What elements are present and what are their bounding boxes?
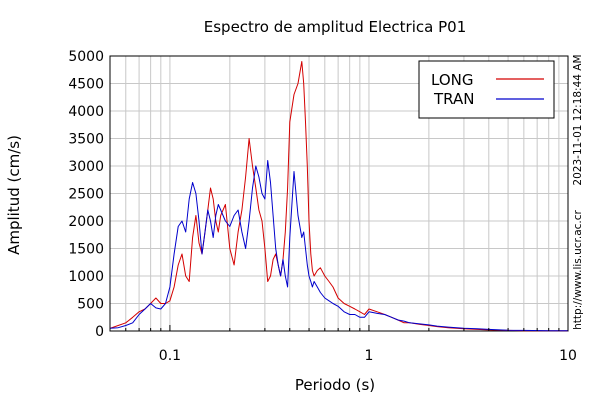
legend: LONG TRAN — [418, 60, 555, 119]
y-tick-label: 2000 — [68, 214, 104, 230]
legend-label-tran: TRAN — [433, 90, 474, 108]
y-tick-label: 3000 — [68, 159, 104, 175]
plot-area-frame — [109, 55, 569, 332]
x-tick-label: 1 — [364, 348, 373, 364]
y-tick-label: 500 — [77, 297, 104, 313]
x-tick-label: 0.1 — [159, 348, 181, 364]
chart-title: Espectro de amplitud Electrica P01 — [204, 18, 467, 36]
x-tick-label: 10 — [559, 348, 577, 364]
y-tick-label: 5000 — [68, 49, 104, 65]
y-tick-label: 3500 — [68, 132, 104, 148]
y-tick-label: 2500 — [68, 187, 104, 203]
timestamp-label: 2023-11-01 12:18:44 AM — [572, 54, 584, 185]
y-tick-label: 4000 — [68, 104, 104, 120]
legend-label-long: LONG — [431, 71, 473, 89]
y-tick-label: 1500 — [68, 242, 104, 258]
series-line-tran — [109, 160, 568, 332]
y-tick-label: 1000 — [68, 269, 104, 285]
series-layer — [109, 61, 568, 332]
url-label: http://www.lis.ucr.ac.cr — [572, 209, 584, 329]
x-axis-label: Periodo (s) — [295, 376, 375, 394]
legend-box — [418, 60, 555, 119]
y-tick-label: 4500 — [68, 77, 104, 93]
axis-layer: 0 500 1000 1500 2000 2500 3000 3500 4000 4500 5000… — [68, 49, 577, 364]
y-axis-label: Amplitud (cm/s) — [5, 135, 23, 255]
y-tick-label: 0 — [95, 324, 104, 340]
